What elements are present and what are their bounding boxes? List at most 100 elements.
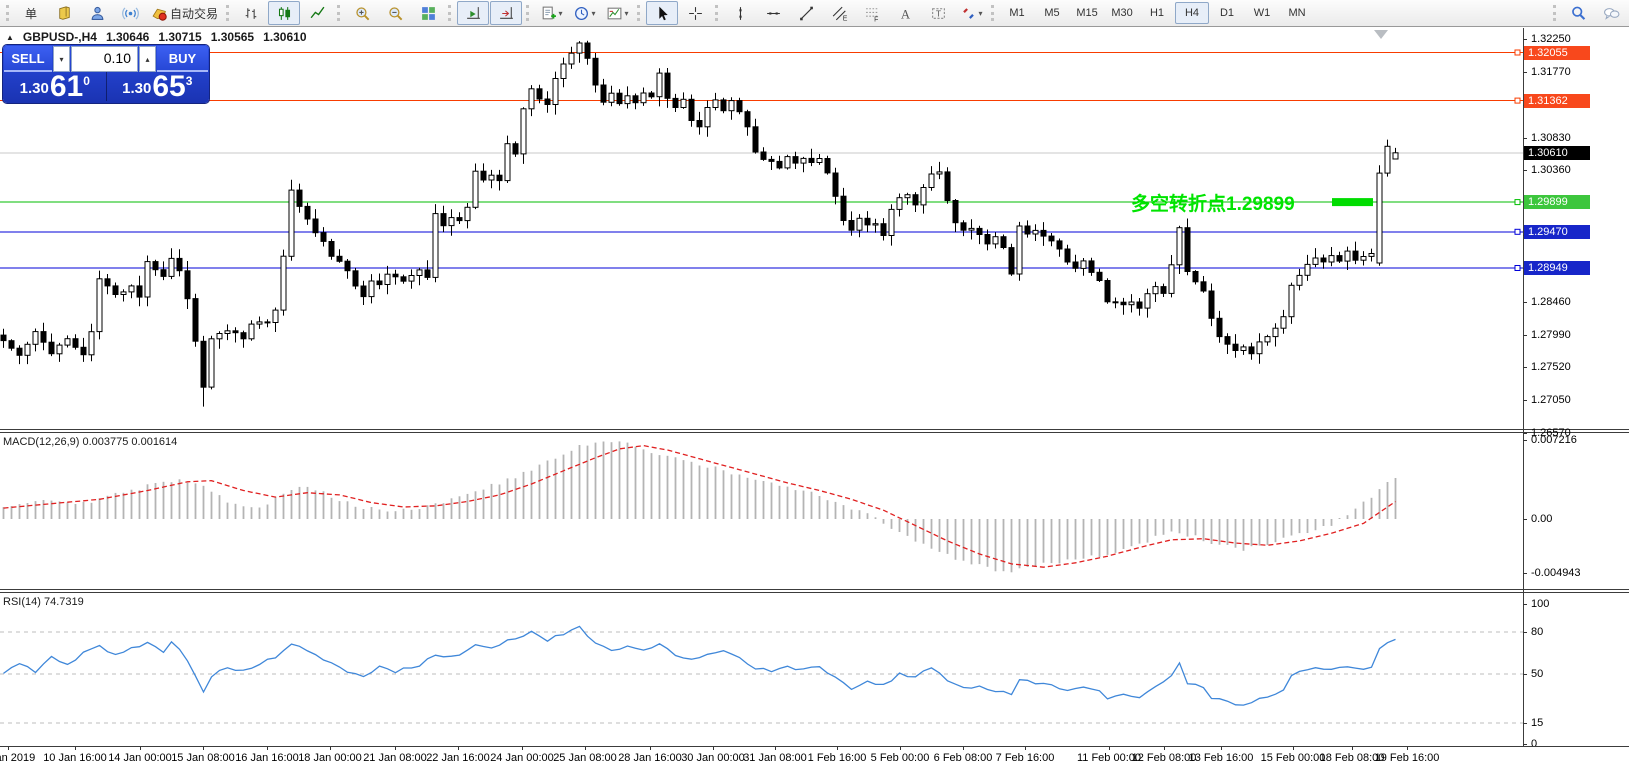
toolbar-grip[interactable] — [226, 5, 230, 21]
sell-price-prefix: 1.30 — [19, 80, 49, 97]
timeframe-mn[interactable]: MN — [1280, 2, 1314, 24]
buy-button[interactable]: BUY — [157, 46, 208, 72]
price-tick-label: 1.32250 — [1531, 33, 1571, 45]
price-axis[interactable]: 1.322501.317701.313001.308301.303601.298… — [1523, 28, 1629, 750]
time-tick-label: 16 Jan 16:00 — [235, 752, 299, 764]
dropdown-arrow-icon[interactable]: ▾ — [558, 8, 563, 18]
time-tick-mark — [1109, 747, 1110, 750]
broadcast-icon — [121, 5, 139, 22]
toolbar-grip[interactable] — [637, 5, 641, 21]
fib-icon: F — [864, 5, 881, 22]
search-group — [1562, 1, 1627, 25]
macd-pane-svg[interactable] — [0, 434, 1523, 589]
horizontal-line-button[interactable] — [757, 1, 789, 25]
search-icon — [1570, 5, 1587, 22]
accounts-button[interactable] — [48, 1, 80, 25]
time-tick-label: 22 Jan 16:00 — [426, 752, 490, 764]
volume-decrease-button[interactable]: ▾ — [53, 46, 70, 72]
crosshair-button[interactable] — [679, 1, 711, 25]
zoom-out-button[interactable] — [379, 1, 411, 25]
chart-type-group — [235, 1, 333, 25]
arrows-button[interactable]: ▾ — [955, 1, 987, 25]
community-button[interactable] — [81, 1, 113, 25]
timeframe-m5[interactable]: M5 — [1035, 2, 1069, 24]
volume-input[interactable]: 0.10 — [71, 46, 138, 72]
toolbar-grip[interactable] — [337, 5, 341, 21]
bar-chart-button[interactable] — [235, 1, 267, 25]
templates-button[interactable]: ▾ — [601, 1, 633, 25]
chart-shift-button[interactable] — [490, 1, 523, 25]
dropdown-arrow-icon[interactable]: ▾ — [624, 8, 629, 18]
timeframe-d1[interactable]: D1 — [1210, 2, 1244, 24]
zoom-in-button[interactable] — [346, 1, 378, 25]
sell-price-big: 61 — [49, 69, 84, 103]
timeframe-h4[interactable]: H4 — [1175, 2, 1210, 24]
timeframe-m1[interactable]: M1 — [1000, 2, 1034, 24]
equidistant-channel-button[interactable]: E — [823, 1, 855, 25]
axis-tick-mark — [1523, 723, 1527, 724]
line-chart-button[interactable] — [301, 1, 333, 25]
autotrading-button[interactable]: 自动交易 — [147, 1, 222, 25]
toolbar-grip[interactable] — [991, 5, 995, 21]
timeframe-m30[interactable]: M30 — [1105, 2, 1139, 24]
search-button[interactable] — [1562, 1, 1594, 25]
high-value: 1.30715 — [158, 30, 202, 44]
cursor-button[interactable] — [646, 1, 679, 25]
price-tick-label: 0 — [1531, 738, 1538, 750]
shift-icon — [498, 5, 515, 22]
toolbar-grip[interactable] — [715, 5, 719, 21]
text-button[interactable]: A — [889, 1, 921, 25]
pane-splitter-rsi[interactable] — [0, 589, 1629, 593]
toolbar-grip[interactable] — [6, 5, 9, 21]
price-tick-label: 0.00 — [1531, 513, 1553, 525]
time-tick-mark — [522, 747, 523, 750]
open-value: 1.30646 — [105, 30, 150, 44]
vertical-line-button[interactable] — [724, 1, 756, 25]
dropdown-arrow-icon[interactable]: ▾ — [978, 8, 983, 18]
timeframe-m5-label: M5 — [1044, 7, 1060, 19]
zoomin-icon — [354, 5, 371, 22]
dropdown-arrow-icon[interactable]: ▾ — [591, 8, 596, 18]
tile-windows-button[interactable] — [412, 1, 444, 25]
timeframe-w1[interactable]: W1 — [1245, 2, 1279, 24]
chart-shift-marker[interactable] — [1374, 30, 1388, 39]
chat-button[interactable] — [1595, 1, 1627, 25]
auto-scroll-button[interactable] — [457, 1, 490, 25]
svg-text:F: F — [874, 16, 878, 22]
crosshair-icon — [687, 5, 704, 22]
sell-price-display[interactable]: 1.30 61 0 — [4, 69, 106, 103]
price-tick-label: -0.004943 — [1531, 567, 1581, 579]
timeframe-m15[interactable]: M15 — [1070, 2, 1104, 24]
close-value: 1.30610 — [263, 30, 307, 44]
time-tick-label: 9 Jan 2019 — [0, 752, 36, 764]
indicators-button[interactable]: ▾ — [535, 1, 567, 25]
signals-button[interactable] — [114, 1, 146, 25]
rsi-pane-svg[interactable] — [0, 594, 1523, 746]
periods-button[interactable]: ▾ — [568, 1, 600, 25]
time-tick-mark — [203, 747, 204, 750]
cursor-group — [646, 1, 711, 25]
candlestick-button[interactable] — [268, 1, 301, 25]
buy-price-display[interactable]: 1.30 65 3 — [105, 71, 209, 101]
toolbar-grip[interactable] — [1553, 5, 1556, 21]
time-tick-label: 31 Jan 08:00 — [743, 752, 807, 764]
toolbar-grip[interactable] — [526, 5, 530, 21]
textA-icon: A — [897, 5, 914, 22]
price-tick-label: 1.27050 — [1531, 394, 1571, 406]
toolbar-grip[interactable] — [448, 5, 452, 21]
pane-splitter-macd[interactable] — [0, 429, 1629, 433]
trend-annotation[interactable]: 多空转折点1.29899 — [1131, 194, 1295, 215]
trendline-button[interactable] — [790, 1, 822, 25]
volume-increase-button[interactable]: ▴ — [139, 46, 156, 72]
text-label-button[interactable]: T — [922, 1, 954, 25]
fibonacci-button[interactable]: F — [856, 1, 888, 25]
time-tick-label: 21 Jan 08:00 — [363, 752, 427, 764]
time-tick-mark — [330, 747, 331, 750]
main-chart-svg[interactable] — [0, 28, 1523, 429]
chart-window[interactable]: ▲ GBPUSD-,H4 1.30646 1.30715 1.30565 1.3… — [0, 28, 1629, 770]
new-order-button[interactable]: 单 — [15, 1, 47, 25]
timeframe-h1[interactable]: H1 — [1140, 2, 1174, 24]
sell-button[interactable]: SELL — [4, 46, 52, 72]
time-tick-label: 28 Jan 16:00 — [618, 752, 682, 764]
